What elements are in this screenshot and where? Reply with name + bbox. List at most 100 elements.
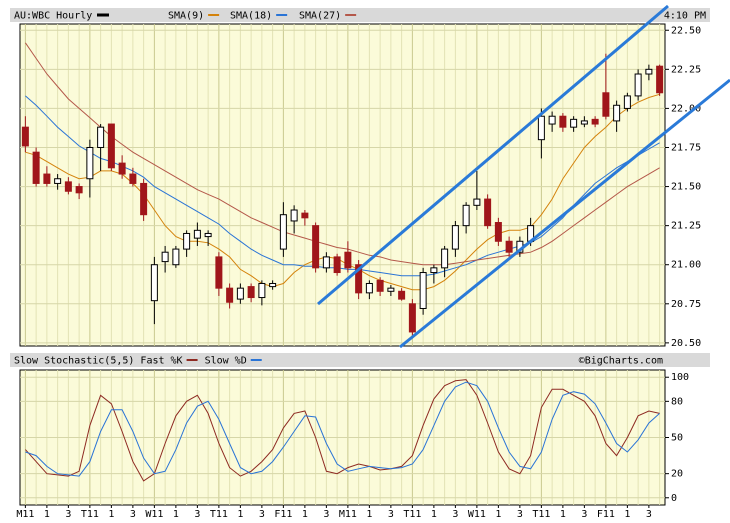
x-tick-label: 3 [452, 509, 458, 520]
x-tick-label: F11 [274, 509, 292, 520]
candle-body [269, 282, 277, 288]
candle-body [613, 104, 621, 122]
candle-body [419, 272, 427, 309]
candle-body [333, 256, 341, 274]
candle-body [236, 287, 244, 300]
y-tick-label: 0 [671, 493, 677, 504]
legend-label: SMA(18) [230, 11, 272, 22]
candle-body [656, 65, 664, 94]
y-tick-label: 22.25 [671, 64, 701, 75]
candle-body [387, 287, 395, 292]
candle-body [322, 256, 330, 269]
candle-body [75, 186, 83, 194]
candle-body [376, 279, 384, 292]
candle-body [398, 290, 406, 300]
y-tick-label: 20 [671, 469, 683, 480]
legend-label: Fast %K [140, 356, 182, 367]
x-tick-label: 1 [366, 509, 372, 520]
candle-body [484, 198, 492, 227]
price-layer: 20.50 20.75 21.00 21.25 21.50 21.75 22.00 22.25… [20, 24, 701, 349]
candle-body [365, 282, 373, 294]
time-label: 4:10 PM [664, 11, 706, 22]
y-tick-label: 21.75 [671, 142, 701, 153]
y-tick-label: 20.75 [671, 299, 701, 310]
candle-body [97, 126, 105, 148]
x-tick-label: 1 [44, 509, 50, 520]
y-tick-label: 21.00 [671, 260, 701, 271]
candle-body [462, 204, 470, 227]
indicator-title: Slow Stochastic(5,5) [14, 356, 134, 367]
candle-body [21, 126, 29, 147]
x-tick-label: 1 [560, 509, 566, 520]
chart-title: AU:WBC Hourly [14, 11, 92, 22]
candle-body [473, 198, 481, 206]
stoch-line [25, 381, 660, 477]
x-tick-label: M11 [16, 509, 34, 520]
candle-body [548, 115, 556, 125]
y-tick-label: 22.50 [671, 25, 701, 36]
y-tick-label: 100 [671, 372, 689, 383]
x-tick-label: T11 [403, 509, 421, 520]
candle-body [602, 92, 610, 117]
x-tick-label: 3 [65, 509, 71, 520]
stoch-line [25, 379, 660, 482]
credit: ©BigCharts.com [579, 356, 663, 367]
y-tick-label: 80 [671, 396, 683, 407]
candle-body [258, 282, 266, 299]
x-tick-label: M11 [339, 509, 357, 520]
candle-body [634, 73, 642, 97]
x-tick-label: 3 [194, 509, 200, 520]
candle-body [430, 267, 438, 274]
candle-body [441, 248, 449, 269]
candle-body [279, 214, 287, 250]
x-tick-label: 1 [173, 509, 179, 520]
candle-body [32, 151, 40, 184]
candle-body [312, 225, 320, 269]
candle-body [591, 118, 599, 125]
candle-body [193, 229, 201, 239]
price-panel [19, 23, 666, 347]
candle-body [118, 162, 126, 175]
candle-body [43, 173, 51, 184]
y-tick-label: 21.25 [671, 221, 701, 232]
indicator-layer: 0 20 50 80 100 M11 1 3 T11 1 3 W11 1 3 T11 1 3 F11 1 3 M11 1 3… [16, 370, 689, 520]
sma-line [25, 95, 660, 277]
candle-body [129, 173, 137, 184]
candle-body [505, 240, 513, 253]
candle-body [64, 181, 72, 192]
candle-body [494, 222, 502, 242]
x-tick-label: 1 [302, 509, 308, 520]
x-tick-label: 3 [646, 509, 652, 520]
x-tick-label: 3 [259, 509, 265, 520]
y-tick-label: 50 [671, 433, 683, 444]
x-tick-label: 1 [237, 509, 243, 520]
stoch-lines [25, 379, 660, 482]
candle-body [204, 232, 212, 238]
x-tick-label: 1 [624, 509, 630, 520]
candle-body [247, 286, 255, 299]
legend-label: Slow %D [205, 356, 247, 367]
sma-line [24, 42, 660, 266]
x-tick-label: T11 [532, 509, 550, 520]
x-tick-label: 1 [108, 509, 114, 520]
x-tick-label: 3 [581, 509, 587, 520]
x-tick-label: 3 [388, 509, 394, 520]
x-tick-label: 1 [495, 509, 501, 520]
candle-body [570, 118, 578, 128]
candle-body [645, 68, 653, 75]
candle-body [344, 251, 352, 269]
legend-label: SMA(27) [299, 11, 341, 22]
trend-lines [317, 4, 730, 349]
trend-line [317, 4, 669, 306]
trend-line [399, 78, 730, 349]
x-tick-label: 3 [130, 509, 136, 520]
candle-body [140, 182, 148, 216]
candle-body [451, 225, 459, 250]
y-tick-label: 20.50 [671, 338, 701, 349]
y-tick-label: 21.50 [671, 182, 701, 193]
header-bar [10, 8, 710, 22]
x-tick-label: T11 [81, 509, 99, 520]
x-tick-label: 1 [431, 509, 437, 520]
candle-body [408, 303, 416, 333]
